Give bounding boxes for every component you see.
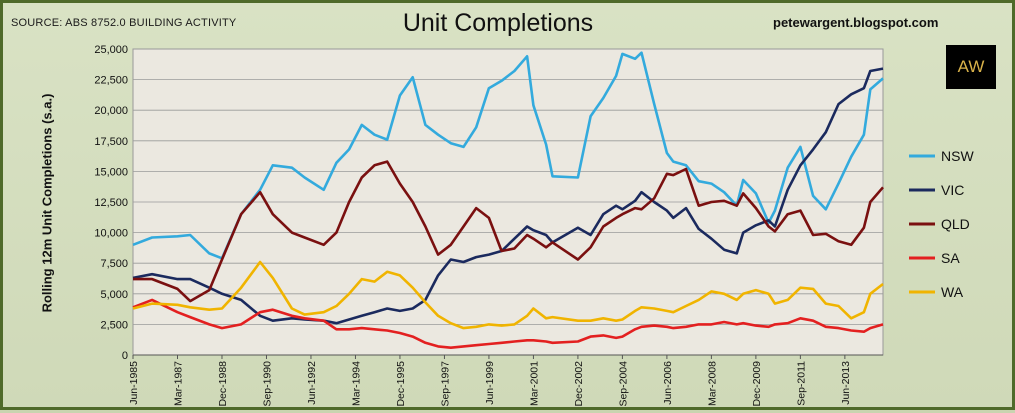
- aw-logo: AW: [946, 45, 996, 89]
- x-tick-label: Mar-1994: [350, 361, 362, 406]
- x-tick-label: Sep-2011: [795, 361, 807, 406]
- y-tick-label: 25,000: [94, 44, 128, 56]
- series-line-nsw: [132, 51, 884, 260]
- x-tick-label: Sep-1997: [439, 361, 451, 407]
- x-tick-label: Jun-2006: [662, 361, 674, 405]
- series-line-qld: [133, 160, 884, 303]
- blog-url: petewargent.blogspot.com: [773, 15, 939, 30]
- legend-label-qld: QLD: [941, 216, 970, 232]
- series-line-vic: [132, 67, 884, 325]
- x-tick-label: Mar-1987: [172, 361, 184, 406]
- x-tick-label: Dec-2009: [751, 361, 763, 407]
- y-tick-label: 15,000: [94, 166, 128, 178]
- y-tick-label: 10,000: [94, 228, 128, 240]
- x-tick-label: Mar-2001: [528, 361, 540, 406]
- series-line-sa: [132, 298, 884, 349]
- legend-label-nsw: NSW: [941, 148, 974, 164]
- source-note: SOURCE: ABS 8752.0 BUILDING ACTIVITY: [11, 17, 237, 29]
- x-tick-label: Mar-2008: [706, 361, 718, 406]
- y-tick-label: 17,500: [94, 136, 128, 148]
- x-tick-label: Jun-1992: [306, 361, 318, 405]
- y-tick-label: 0: [122, 350, 128, 362]
- y-tick-label: 22,500: [94, 75, 128, 87]
- y-tick-label: 5,000: [100, 289, 128, 301]
- legend-label-vic: VIC: [941, 182, 964, 198]
- series-line-wa: [132, 260, 884, 330]
- x-tick-label: Jun-1985: [128, 361, 140, 405]
- legend-label-wa: WA: [941, 284, 964, 300]
- y-tick-label: 20,000: [94, 105, 128, 117]
- x-tick-label: Dec-1995: [395, 361, 407, 407]
- x-tick-label: Sep-1990: [261, 361, 273, 407]
- line-chart: 0 2,500 5,000 7,500 10,000 12,500 15,000 17,500…: [94, 44, 974, 407]
- y-tick-label: 7,500: [100, 258, 128, 270]
- x-tick-label: Jun-2013: [840, 361, 852, 405]
- chart-title: Unit Completions: [402, 9, 594, 37]
- x-tick-label: Jun-1999: [484, 361, 496, 405]
- y-tick-label: 12,500: [94, 197, 128, 209]
- x-tick-label: Dec-2002: [573, 361, 585, 407]
- x-tick-label: Sep-2004: [617, 361, 629, 407]
- x-tick-label: Dec-1988: [217, 361, 229, 407]
- y-tick-label: 2,500: [100, 319, 128, 331]
- legend-label-sa: SA: [941, 250, 960, 266]
